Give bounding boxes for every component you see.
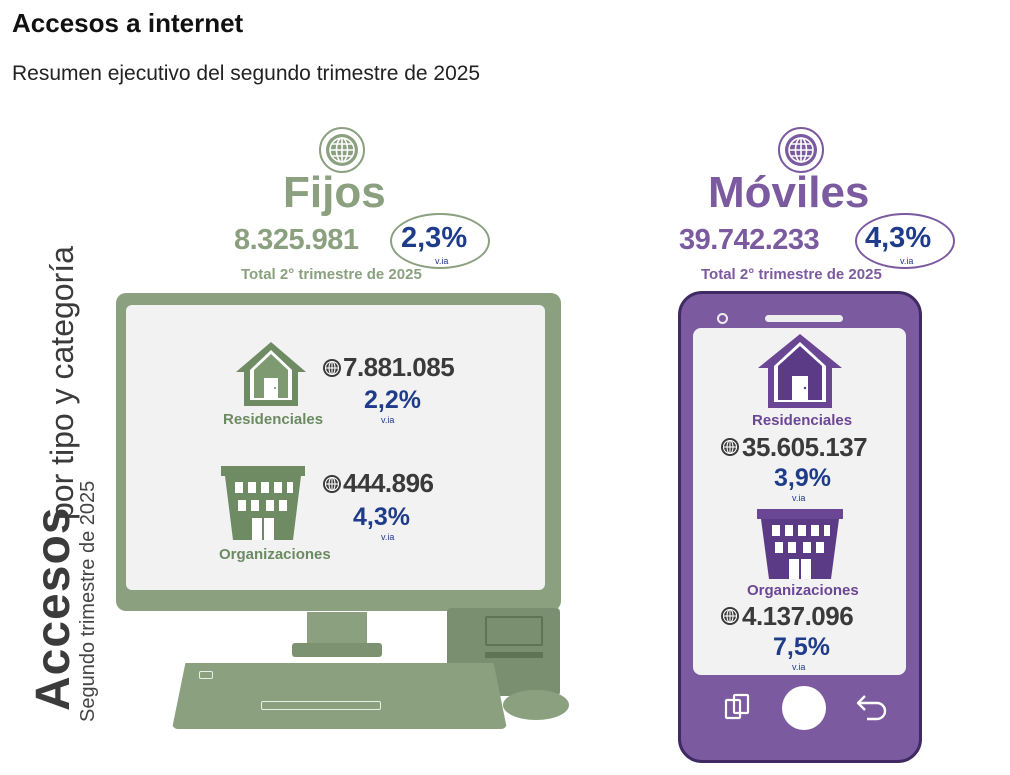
moviles-organizaciones-pct: 7,5% [773, 633, 830, 661]
fijos-organizaciones-value: 444.896 [343, 468, 434, 498]
side-label-rest: por tipo y categoría [44, 246, 80, 520]
moviles-pct-oval [855, 213, 955, 269]
fijos-residenciales-value: 7.881.085 [343, 352, 455, 382]
globe-icon [721, 607, 739, 625]
fijos-total-pct: 2,3% [401, 222, 468, 254]
side-label-sub: Segundo trimestre de 2025 [77, 480, 99, 722]
fijos-residenciales-via: v.ia [381, 415, 395, 425]
globe-icon [323, 359, 341, 377]
building-icon [757, 509, 843, 579]
house-icon [236, 342, 306, 406]
moviles-organizaciones-via: v.ia [792, 662, 806, 672]
back-icon [856, 695, 887, 721]
fijos-organizaciones-label: Organizaciones [219, 546, 331, 563]
fijos-total-via: v.ia [435, 256, 449, 266]
house-icon [758, 334, 842, 408]
page-subtitle: Resumen ejecutivo del segundo trimestre … [12, 62, 481, 85]
monitor-base [292, 643, 382, 657]
phone-home-button [782, 686, 826, 730]
moviles-title: Móviles [708, 168, 870, 217]
globe-icon [319, 127, 365, 173]
moviles-total-via: v.ia [900, 256, 914, 266]
globe-icon [721, 438, 739, 456]
phone-speaker [765, 315, 843, 322]
fijos-residenciales-label: Residenciales [223, 411, 324, 428]
keyboard-illustration [172, 663, 507, 729]
phone-camera [717, 313, 728, 324]
fijos-total: 8.325.981 [234, 224, 359, 256]
moviles-total-label: Total 2° trimestre de 2025 [701, 266, 882, 283]
mouse-illustration [503, 690, 569, 720]
moviles-organizaciones-value: 4.137.096 [742, 601, 854, 631]
side-label-main: Accesos [27, 506, 80, 711]
moviles-organizaciones-label: Organizaciones [747, 582, 859, 599]
building-icon [221, 466, 305, 540]
fijos-organizaciones-pct: 4,3% [353, 503, 410, 531]
page-title: Accesos a internet [12, 8, 244, 38]
globe-icon [323, 475, 341, 493]
monitor-screen [126, 305, 545, 590]
globe-icon [778, 127, 824, 173]
fijos-title: Fijos [283, 168, 386, 217]
fijos-pct-oval [390, 213, 490, 269]
moviles-total-pct: 4,3% [865, 222, 932, 254]
recent-apps-icon [724, 693, 750, 720]
moviles-total: 39.742.233 [679, 224, 820, 256]
moviles-residenciales-label: Residenciales [752, 412, 853, 429]
moviles-residenciales-via: v.ia [792, 493, 806, 503]
fijos-total-label: Total 2° trimestre de 2025 [241, 266, 422, 283]
fijos-residenciales-pct: 2,2% [364, 386, 421, 414]
fijos-organizaciones-via: v.ia [381, 532, 395, 542]
moviles-residenciales-value: 35.605.137 [742, 432, 868, 462]
moviles-residenciales-pct: 3,9% [774, 464, 831, 492]
